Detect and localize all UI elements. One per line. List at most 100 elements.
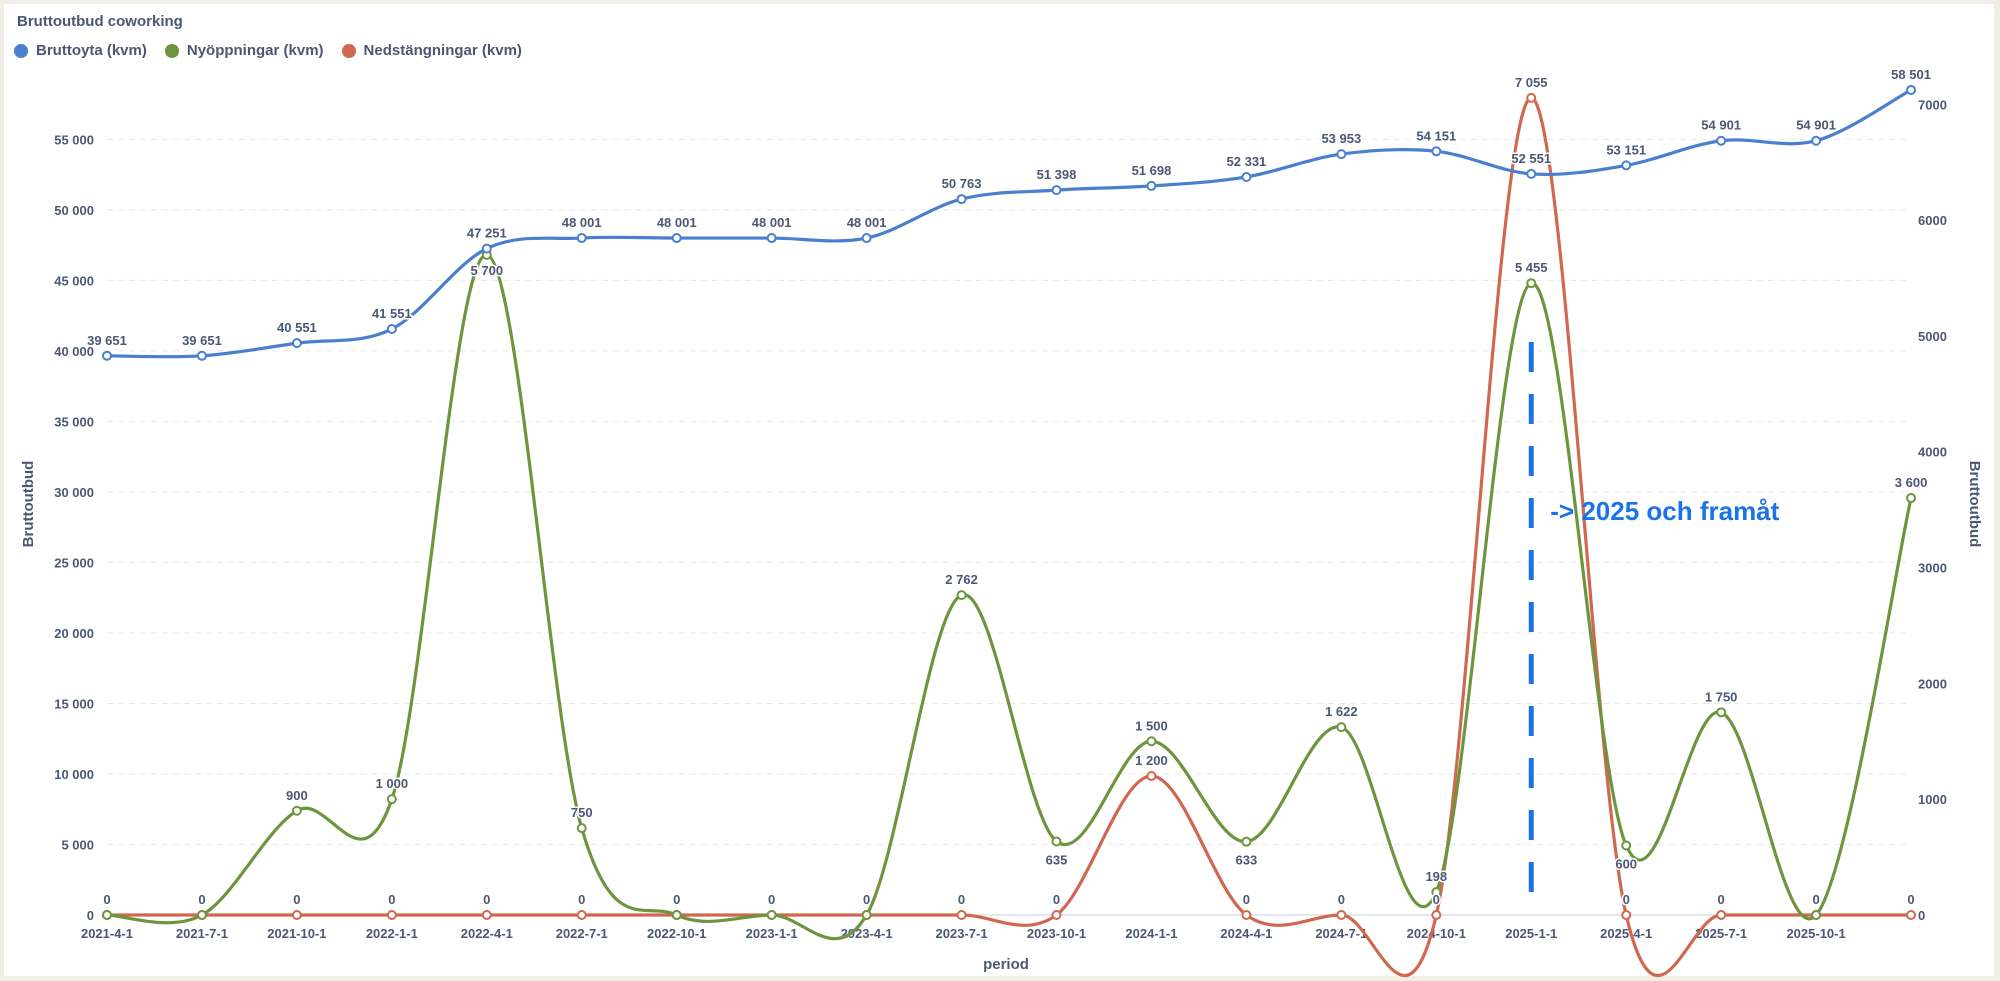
- point-nyoppningar: [1526, 278, 1537, 289]
- x-tick-label: 2023-10-1: [1027, 926, 1086, 941]
- point-nyoppningar: [1621, 840, 1632, 851]
- legend-item-nyoppningar[interactable]: Nyöppningar (kvm): [164, 42, 324, 59]
- x-tick-label: 2024-10-1: [1407, 926, 1466, 941]
- point-bruttoyta: [1241, 171, 1252, 182]
- x-tick-label: 2025-10-1: [1786, 926, 1845, 941]
- data-label-nedstangningar: 0: [483, 892, 490, 907]
- point-nedstangningar: [1906, 910, 1917, 920]
- data-label-nedstangningar: 0: [1243, 892, 1250, 907]
- point-nedstangningar: [386, 910, 397, 920]
- data-label-bruttoyta: 58 501: [1891, 67, 1931, 82]
- data-label-bruttoyta: 54 151: [1416, 128, 1456, 143]
- data-label-nedstangningar: 0: [388, 892, 395, 907]
- data-label-nedstangningar: 0: [1907, 892, 1914, 907]
- y-left-tick-label: 50 000: [54, 203, 94, 218]
- point-nyoppningar: [1336, 722, 1347, 733]
- x-tick-label: 2021-7-1: [176, 926, 228, 941]
- point-nedstangningar: [956, 910, 967, 920]
- point-nedstangningar: [291, 910, 302, 920]
- point-nedstangningar: [1621, 910, 1632, 920]
- point-bruttoyta: [1716, 135, 1727, 146]
- point-bruttoyta: [481, 243, 492, 254]
- point-bruttoyta: [861, 233, 872, 244]
- y-right-tick-label: 3000: [1918, 561, 1947, 576]
- data-label-nyoppningar: 3 600: [1895, 475, 1928, 490]
- point-nyoppningar: [196, 910, 207, 920]
- legend-item-nedstangningar[interactable]: Nedstängningar (kvm): [341, 42, 522, 59]
- data-label-nedstangningar: 0: [1812, 892, 1819, 907]
- point-bruttoyta: [1146, 180, 1157, 191]
- data-label-nedstangningar: 0: [103, 892, 110, 907]
- point-nedstangningar: [1146, 771, 1157, 782]
- x-tick-label: 2021-4-1: [81, 926, 133, 941]
- data-label-bruttoyta: 47 251: [467, 226, 507, 241]
- x-tick-label: 2024-4-1: [1220, 926, 1272, 941]
- y-left-tick-label: 35 000: [54, 414, 94, 429]
- point-nyoppningar: [576, 823, 587, 834]
- data-label-nyoppningar: 0: [673, 892, 680, 907]
- y-left-tick-label: 5 000: [61, 837, 94, 852]
- data-label-nyoppningar: 2 762: [945, 572, 978, 587]
- point-nyoppningar: [671, 910, 682, 920]
- x-tick-label: 2022-4-1: [461, 926, 513, 941]
- data-label-nyoppningar: 600: [1615, 857, 1637, 872]
- data-label-nyoppningar: 900: [286, 788, 308, 803]
- legend-dot-nedstangningar: [341, 43, 356, 58]
- data-label-nedstangningar: 0: [1623, 892, 1630, 907]
- legend: Bruttoyta (kvm) Nyöppningar (kvm) Nedstä…: [14, 42, 522, 59]
- y-right-axis-title: Bruttoutbud: [1966, 461, 1983, 548]
- y-right-tick-label: 6000: [1918, 213, 1947, 228]
- data-label-nedstangningar: 1 200: [1135, 753, 1168, 768]
- point-bruttoyta: [102, 350, 112, 361]
- point-nyoppningar: [1241, 836, 1252, 847]
- point-bruttoyta: [1621, 160, 1632, 171]
- point-bruttoyta: [386, 324, 397, 335]
- point-nyoppningar: [766, 910, 777, 920]
- x-tick-label: 2021-10-1: [267, 926, 326, 941]
- point-nyoppningar: [1716, 707, 1727, 718]
- series-line-nyoppningar: [106, 253, 1913, 941]
- data-label-bruttoyta: 53 953: [1321, 131, 1361, 146]
- data-label-nyoppningar: 633: [1236, 853, 1258, 868]
- chart-title: Bruttoutbud coworking: [17, 13, 183, 30]
- y-right-tick-label: 0: [1918, 908, 1925, 923]
- data-label-bruttoyta: 48 001: [562, 215, 602, 230]
- data-label-nyoppningar: 5 455: [1515, 260, 1548, 275]
- data-label-nedstangningar: 7 055: [1515, 75, 1548, 90]
- point-nyoppningar: [291, 805, 302, 816]
- y-left-tick-label: 25 000: [54, 555, 94, 570]
- data-label-nyoppningar: 635: [1046, 852, 1068, 867]
- data-label-nyoppningar: 0: [1812, 892, 1819, 907]
- x-tick-label: 2023-7-1: [936, 926, 988, 941]
- point-nedstangningar: [1241, 910, 1252, 920]
- x-tick-label: 2023-1-1: [746, 926, 798, 941]
- data-label-nedstangningar: 0: [863, 892, 870, 907]
- data-label-bruttoyta: 52 331: [1227, 154, 1267, 169]
- point-nyoppningar: [861, 910, 872, 920]
- data-label-bruttoyta: 48 001: [847, 215, 887, 230]
- x-axis-title: period: [983, 956, 1029, 973]
- legend-dot-nyoppningar: [164, 43, 179, 58]
- y-right-tick-label: 2000: [1918, 676, 1947, 691]
- data-label-bruttoyta: 41 551: [372, 306, 412, 321]
- data-label-nedstangningar: 0: [1053, 892, 1060, 907]
- legend-item-bruttoyta[interactable]: Bruttoyta (kvm): [14, 42, 147, 59]
- point-nedstangningar: [1716, 910, 1727, 920]
- point-bruttoyta: [1431, 146, 1442, 157]
- x-tick-label: 2024-1-1: [1125, 926, 1177, 941]
- point-bruttoyta: [576, 233, 587, 244]
- data-label-nedstangningar: 0: [1718, 892, 1725, 907]
- legend-label-bruttoyta: Bruttoyta (kvm): [36, 42, 147, 59]
- point-nyoppningar: [1051, 836, 1062, 847]
- data-label-bruttoyta: 53 151: [1606, 142, 1646, 157]
- data-label-nedstangningar: 0: [673, 892, 680, 907]
- data-label-nyoppningar: 0: [768, 892, 775, 907]
- point-nyoppningar: [386, 794, 397, 805]
- data-label-nedstangningar: 0: [768, 892, 775, 907]
- legend-label-nyoppningar: Nyöppningar (kvm): [186, 42, 324, 59]
- data-label-nyoppningar: 1 750: [1705, 689, 1738, 704]
- data-label-bruttoyta: 50 763: [942, 176, 982, 191]
- y-left-tick-label: 15 000: [54, 696, 94, 711]
- point-nedstangningar: [1051, 910, 1062, 920]
